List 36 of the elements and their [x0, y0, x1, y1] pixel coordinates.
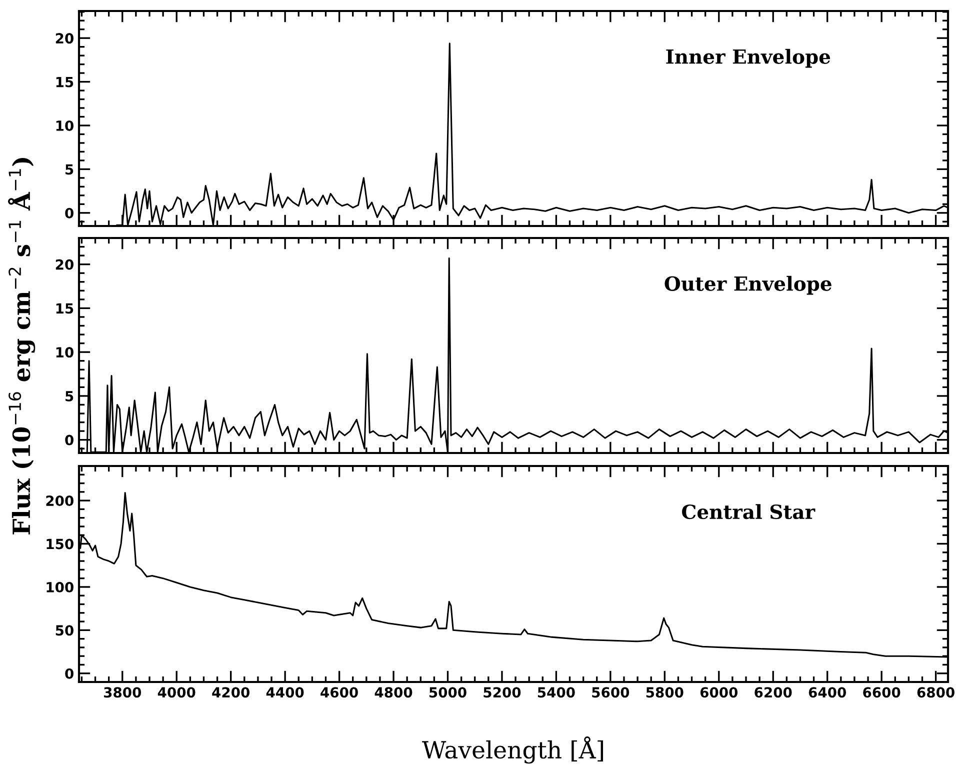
x-tick-label: 5200 [484, 687, 521, 698]
y-tick-label: 5 [66, 391, 74, 402]
y-tick-label: 5 [66, 164, 74, 175]
annotation: Central Star [682, 504, 816, 520]
y-tick-label: 0 [65, 668, 74, 679]
x-tick-label: 6200 [754, 687, 792, 698]
x-tick-label: 4800 [374, 687, 412, 698]
x-tick-label: 4400 [266, 687, 304, 698]
y-tick-label: 200 [46, 496, 74, 506]
x-tick-label: 6600 [863, 687, 900, 698]
x-tick-label: 5000 [429, 687, 466, 698]
x-tick-label: 6800 [917, 687, 954, 698]
y-tick-label: 15 [56, 76, 74, 88]
y-tick-label: 150 [46, 538, 74, 550]
x-tick-label: 6400 [808, 687, 846, 698]
y-tick-label: 0 [65, 434, 74, 446]
x-tick-label: 4200 [212, 687, 250, 698]
annotation: Outer Envelope [664, 276, 832, 295]
y-tick-label: 10 [56, 347, 74, 358]
x-tick-label: 4000 [158, 687, 196, 698]
x-tick-label: 5400 [538, 687, 575, 698]
y-tick-label: 0 [65, 208, 74, 218]
x-axis-title: Wavelength [Å] [422, 736, 604, 764]
y-tick-label: 20 [56, 259, 74, 270]
x-tick-label: 5800 [646, 687, 684, 698]
x-tick-label: 6000 [700, 687, 738, 698]
y-tick-label: 15 [56, 303, 74, 314]
x-tick-label: 5600 [592, 687, 630, 698]
annotation: Inner Envelope [666, 48, 830, 68]
x-tick-label: 3800 [104, 687, 142, 698]
text: Flux (10$^{−16}$ erg cm$^{−2}$ s$^{−1}$ Å$^{−1}$) [8, 158, 36, 534]
y-tick-label: 100 [46, 582, 74, 592]
y-tick-label: 10 [56, 120, 74, 131]
y-tick-label: 50 [56, 625, 74, 636]
y-tick-label: 20 [56, 33, 74, 44]
x-tick-label: 4600 [320, 687, 358, 698]
